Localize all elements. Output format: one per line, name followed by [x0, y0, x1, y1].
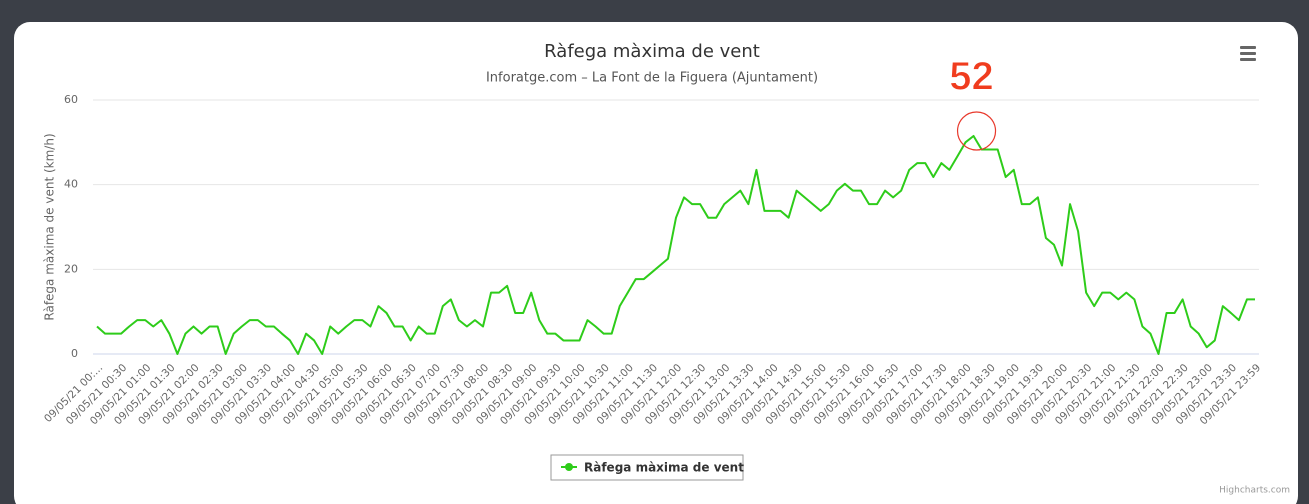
y-tick-label: 0 — [71, 347, 78, 360]
chart-subtitle: Inforatge.com – La Font de la Figuera (A… — [486, 71, 818, 86]
y-tick-label: 40 — [64, 178, 78, 191]
y-axis-label: Ràfega màxima de vent (km/h) — [43, 133, 57, 320]
menu-button[interactable] — [1240, 46, 1256, 61]
chart-panel — [14, 22, 1298, 504]
menu-bar — [1240, 58, 1256, 61]
legend-label: Ràfega màxima de vent — [584, 461, 744, 475]
menu-bar — [1240, 46, 1256, 49]
legend-box — [550, 454, 744, 481]
legend-symbol-marker — [565, 463, 573, 471]
menu-bar — [1240, 52, 1256, 55]
y-tick-label: 60 — [64, 93, 78, 106]
chart-title: Ràfega màxima de vent — [544, 41, 760, 62]
legend-item[interactable]: Ràfega màxima de vent — [561, 461, 744, 475]
peak-highlight — [956, 111, 997, 151]
annotation: 52 — [949, 55, 994, 99]
credits[interactable]: Highcharts.com — [1219, 486, 1290, 496]
y-tick-label: 20 — [64, 262, 78, 275]
data-line — [96, 134, 1255, 355]
